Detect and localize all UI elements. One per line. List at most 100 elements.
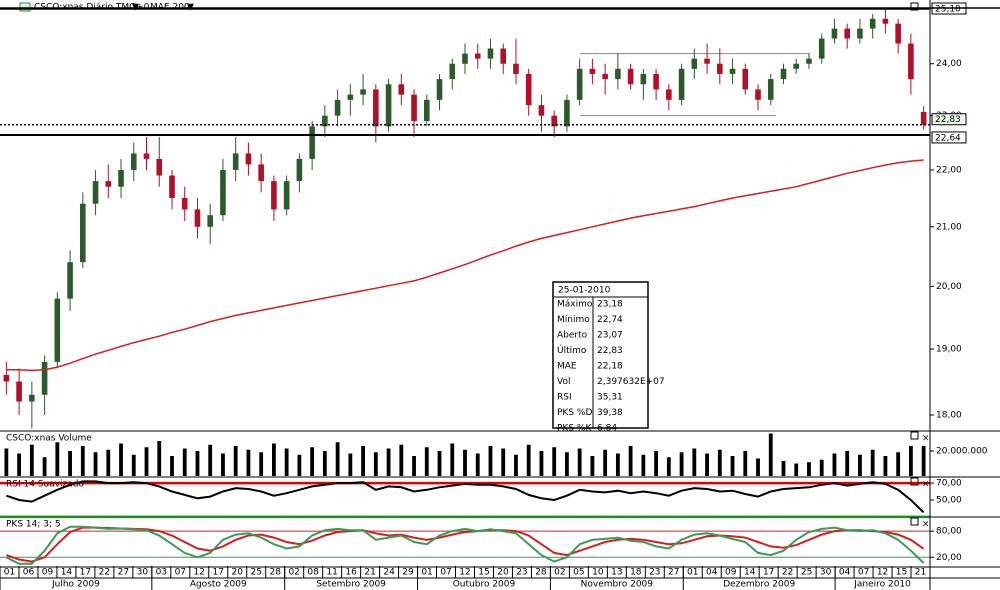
candle-body: [793, 63, 800, 69]
day-label: 09: [725, 568, 737, 578]
volume-bar: [80, 446, 85, 476]
volume-bar: [4, 448, 9, 476]
day-label: 27: [118, 568, 129, 578]
candle-body: [602, 73, 608, 80]
volume-bar: [565, 452, 569, 476]
volume-bar: [335, 442, 340, 476]
candle-body: [29, 394, 35, 402]
candle-body: [474, 53, 481, 59]
candle-body: [780, 68, 787, 80]
volume-bar: [794, 463, 799, 476]
day-label: 21: [364, 568, 375, 578]
day-label: 11: [326, 568, 337, 578]
day-label: 22: [782, 568, 793, 578]
candle-body: [895, 23, 901, 44]
candle-body: [462, 53, 468, 64]
day-label: 17: [763, 568, 774, 578]
price-label-box: [931, 131, 967, 144]
candle-body: [857, 28, 863, 39]
volume-bar: [654, 451, 659, 476]
candle-body: [640, 73, 647, 85]
candle-body: [194, 209, 201, 227]
info-label: MAE: [557, 362, 577, 372]
day-label: 14: [61, 568, 73, 578]
candle-body: [653, 73, 659, 90]
day-label: 01: [4, 568, 15, 578]
volume-bar: [119, 443, 123, 476]
candle-body: [16, 381, 22, 402]
day-label: 29: [402, 568, 414, 578]
symbol-icon: [19, 2, 31, 12]
candle-body: [487, 48, 494, 59]
candle-body: [334, 99, 341, 116]
day-label: 04: [706, 568, 718, 578]
candle-body: [551, 115, 557, 127]
volume-bar: [246, 449, 251, 476]
day-label: 24: [383, 568, 395, 578]
panel-icon: [910, 517, 919, 526]
candle-body: [92, 181, 99, 204]
volume-bar: [93, 452, 98, 476]
info-date: 25-01-2010: [558, 286, 611, 296]
candle-body: [309, 126, 315, 159]
volume-bar: [870, 449, 875, 476]
candle-body: [360, 89, 366, 95]
volume-bar: [182, 448, 187, 476]
volume-bar: [896, 452, 901, 476]
info-label: RSI: [557, 393, 572, 403]
price-label: 22,83: [935, 115, 961, 125]
candle-body: [373, 89, 379, 127]
volume-bar: [373, 452, 378, 476]
candle-body: [818, 38, 825, 59]
candle-body: [500, 48, 507, 64]
day-label: 27: [668, 568, 679, 578]
volume-bar: [526, 444, 531, 476]
candle-body: [347, 94, 354, 100]
panel-title: RSI 14 Suavizado: [6, 480, 85, 490]
y-tick-label: 50,00: [936, 495, 962, 505]
candle-body: [156, 158, 163, 176]
day-label: 23: [516, 568, 527, 578]
volume-bar: [195, 451, 200, 476]
day-label: 01: [687, 568, 698, 578]
candle-body: [716, 63, 723, 74]
volume-bar: [488, 446, 493, 476]
volume-bar: [501, 448, 506, 476]
y-tick-label: 20.000.000: [936, 447, 988, 457]
volume-bar: [781, 461, 786, 476]
candle-body: [525, 73, 532, 106]
panel-icon: [910, 477, 919, 486]
volume-bar: [55, 442, 60, 476]
candle-body: [767, 79, 774, 100]
day-label: 14: [744, 568, 756, 578]
info-label: Último: [557, 344, 587, 356]
y-tick-label: 20,00: [936, 282, 962, 292]
candle-body: [666, 89, 672, 100]
volume-bar: [730, 456, 735, 476]
line-series: [6, 526, 925, 563]
candle-body: [3, 374, 10, 382]
y-tick-label: 24,00: [936, 59, 962, 69]
candle-body: [169, 175, 175, 199]
info-value: 2,397632E+07: [597, 377, 665, 387]
candle-body: [80, 203, 86, 263]
info-value: 22,18: [597, 362, 623, 372]
candle-body: [538, 105, 545, 116]
day-label: 05: [573, 568, 584, 578]
info-value: 6,84: [597, 424, 617, 434]
y-tick-label: 80,00: [936, 527, 962, 537]
volume-bar: [450, 443, 455, 476]
volume-bar: [233, 446, 238, 476]
candle-body: [220, 169, 226, 216]
candle-body: [54, 298, 61, 362]
day-label: 02: [554, 568, 565, 578]
panel-title: PKS 14; 3; 5: [6, 520, 61, 530]
day-label: 23: [649, 568, 660, 578]
candle-body: [207, 215, 214, 227]
volume-bar: [692, 448, 697, 476]
candle-body: [143, 153, 150, 159]
day-label: 22: [99, 568, 110, 578]
candle-body: [105, 181, 112, 187]
